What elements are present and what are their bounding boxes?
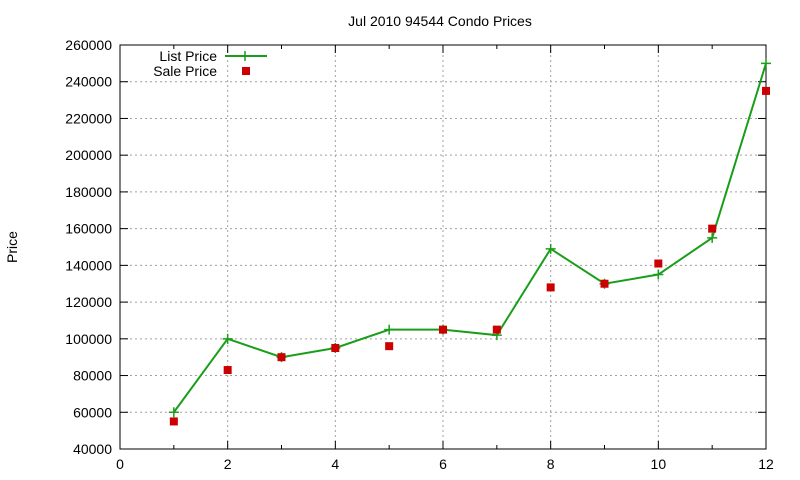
sale-price-point xyxy=(546,283,555,292)
sale-price-point xyxy=(654,259,663,268)
axes: 40000 60000 80000 100000 120000 140000 160000 1… xyxy=(65,37,774,472)
y-tick-label: 160000 xyxy=(65,221,112,237)
sale-price-point xyxy=(762,86,770,95)
sale-price-point xyxy=(385,342,394,351)
legend-sale-price-label: Sale Price xyxy=(153,63,217,79)
sale-price-point xyxy=(439,325,447,334)
y-tick-label: 240000 xyxy=(65,74,112,90)
list-price-point xyxy=(545,243,556,254)
y-tick-label: 200000 xyxy=(65,147,112,163)
sale-price-point xyxy=(223,366,232,375)
y-tick-label: 220000 xyxy=(65,110,112,126)
y-tick-label: 40000 xyxy=(73,441,112,457)
legend: List Price Sale Price xyxy=(153,48,267,79)
list-price-line xyxy=(173,63,767,413)
series-layer xyxy=(168,58,771,426)
y-tick-label: 120000 xyxy=(65,294,112,310)
list-price-point xyxy=(222,333,233,344)
y-axis-label: Price xyxy=(4,231,20,263)
y-tick-label: 60000 xyxy=(73,404,112,420)
y-tick-label: 260000 xyxy=(65,37,112,53)
y-tick-label: 80000 xyxy=(73,368,112,384)
y-tick-label: 140000 xyxy=(65,257,112,273)
list-price-point xyxy=(653,269,664,280)
x-tick-label: 8 xyxy=(547,456,555,472)
x-tick-label: 4 xyxy=(331,456,339,472)
x-tick-label: 2 xyxy=(224,456,232,472)
sale-price-point xyxy=(708,224,717,233)
sale-price-point xyxy=(492,325,501,334)
legend-sale-price-marker xyxy=(242,67,250,75)
sale-price-point xyxy=(169,417,178,426)
sale-price-point xyxy=(331,344,340,352)
x-tick-label: 0 xyxy=(116,456,124,472)
list-price-point xyxy=(168,407,179,418)
plot-border xyxy=(119,44,767,450)
list-price-point xyxy=(384,324,395,335)
legend-list-price-label: List Price xyxy=(159,48,217,64)
x-tick-label: 12 xyxy=(758,456,774,472)
y-tick-label: 180000 xyxy=(65,184,112,200)
sale-price-point xyxy=(277,353,286,362)
x-tick-label: 10 xyxy=(651,456,667,472)
sale-price-point xyxy=(600,279,609,288)
list-price-point xyxy=(707,232,718,243)
chart-title: Jul 2010 94544 Condo Prices xyxy=(348,13,532,29)
y-tick-label: 100000 xyxy=(65,331,112,347)
x-tick-label: 6 xyxy=(439,456,447,472)
list-price-point xyxy=(761,58,771,69)
legend-list-price-marker xyxy=(240,51,250,61)
